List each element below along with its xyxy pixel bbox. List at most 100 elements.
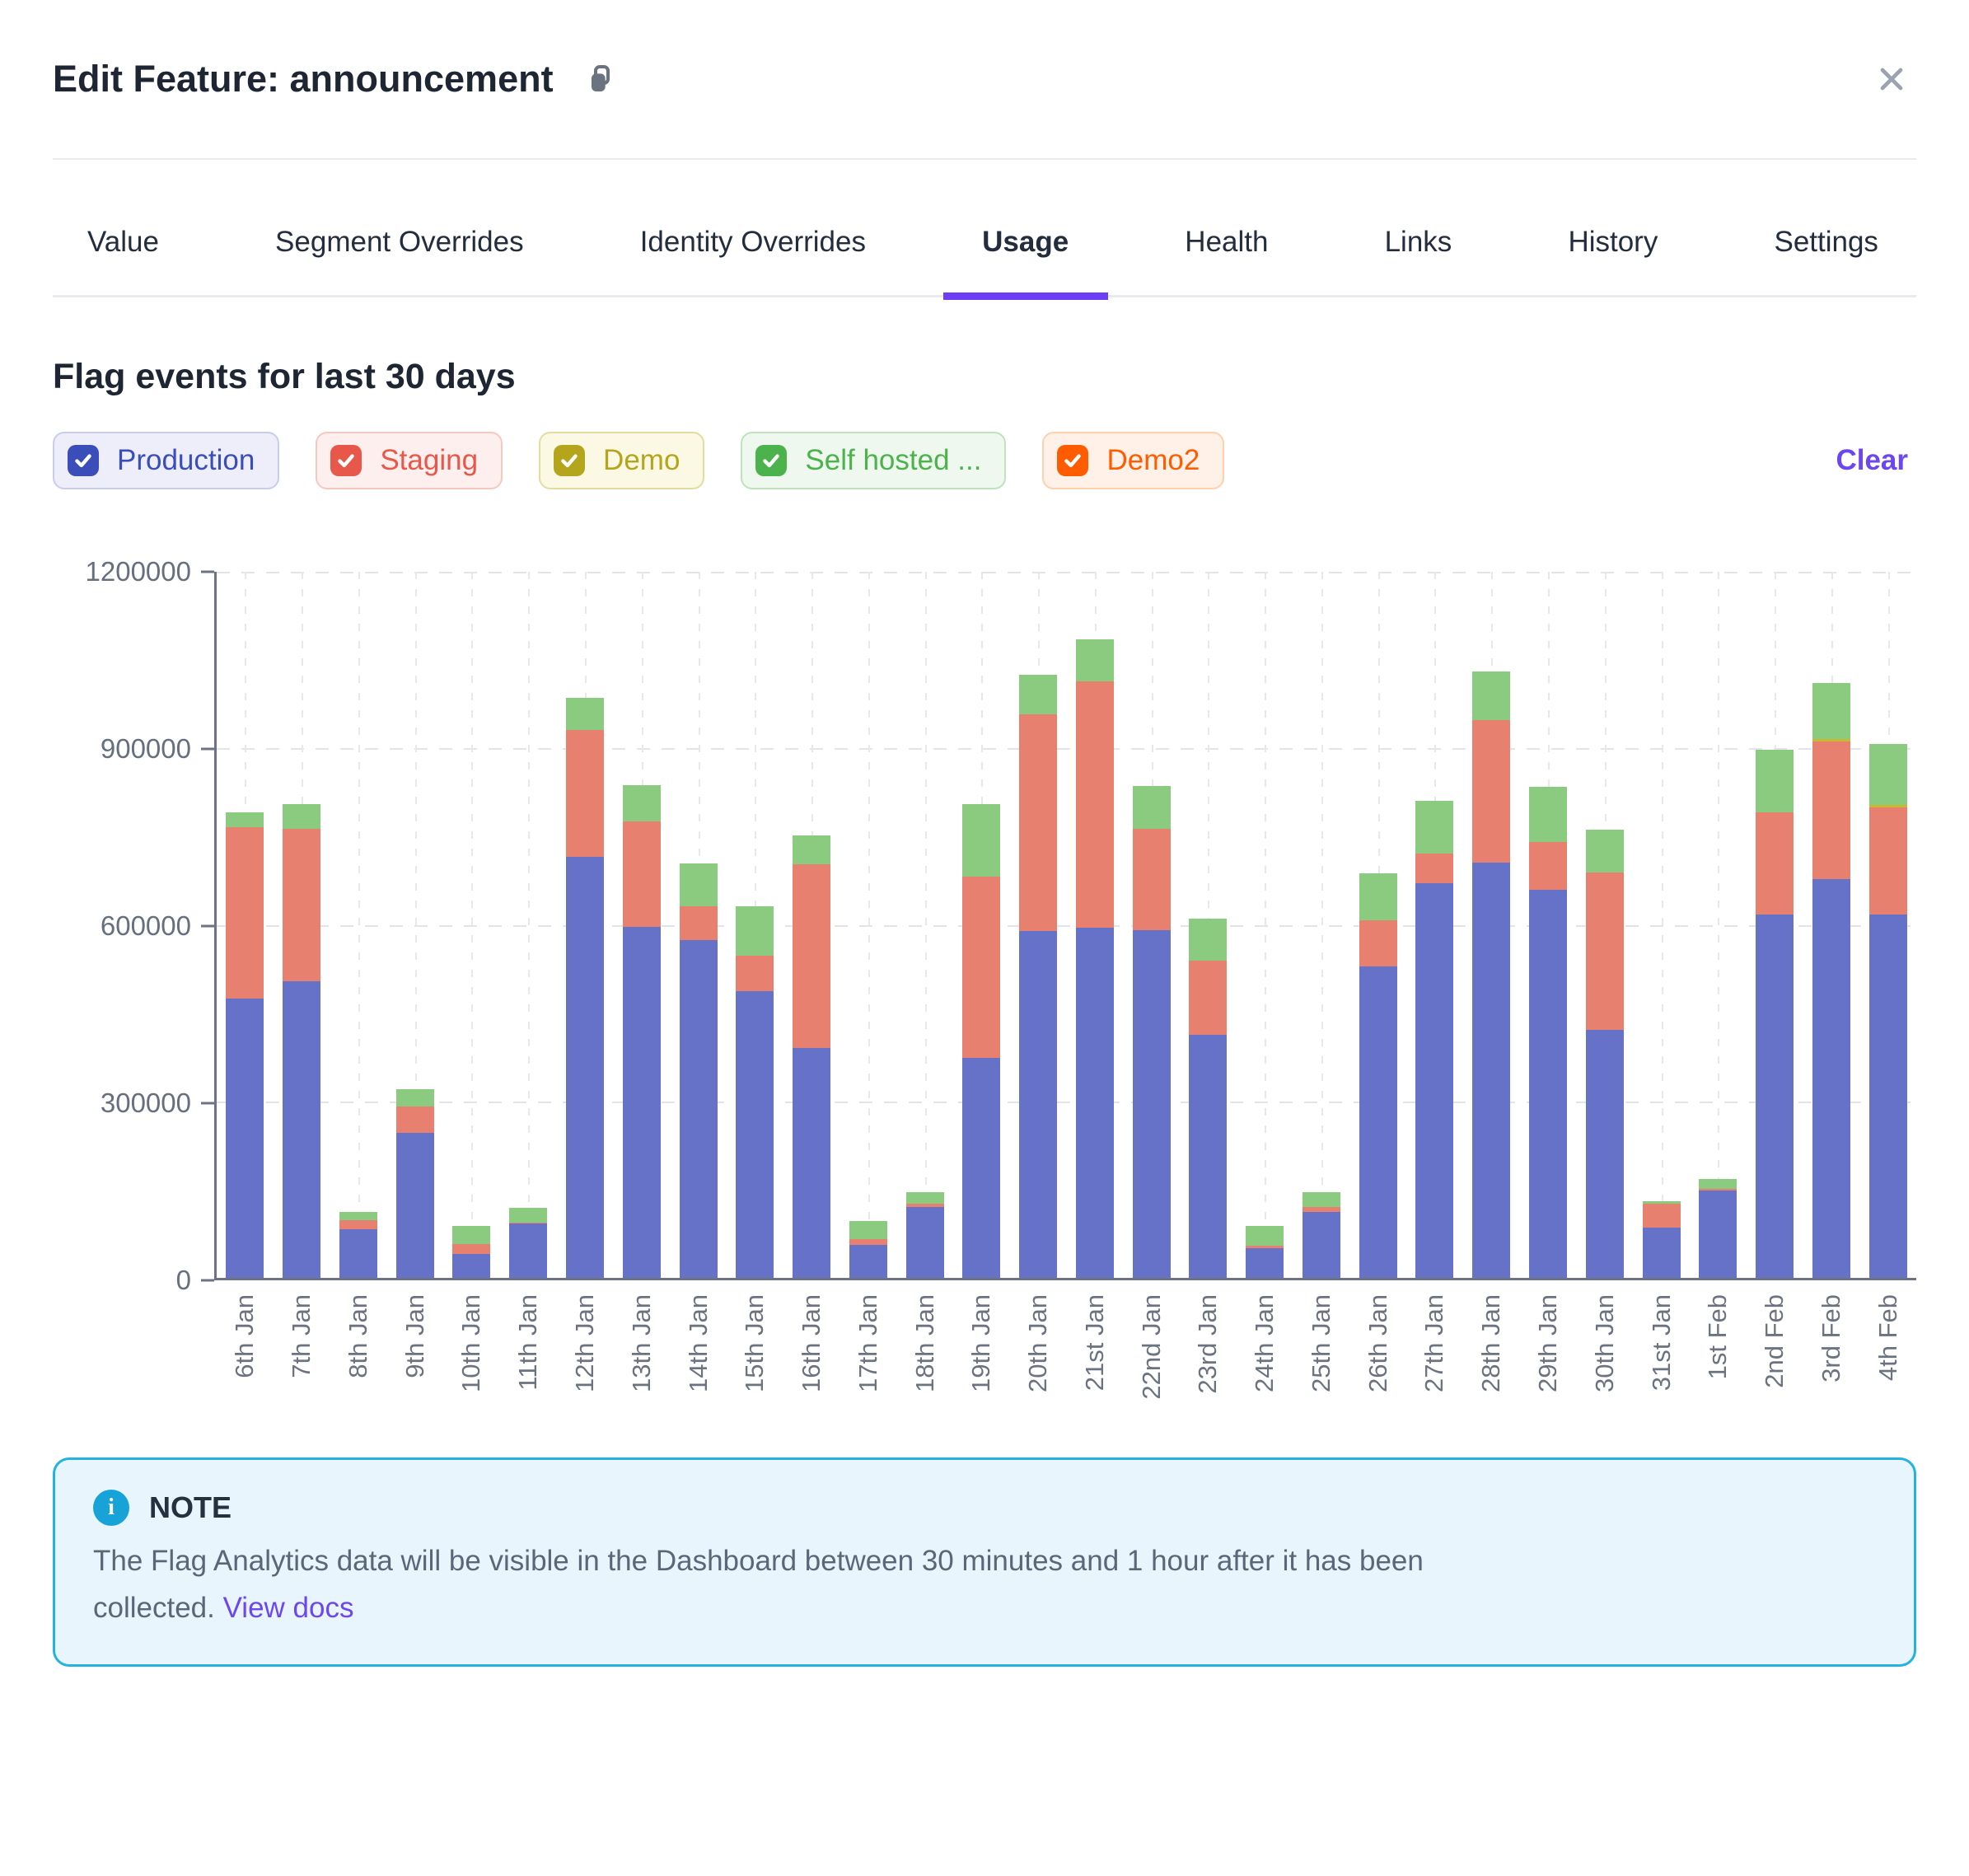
tab-links[interactable]: Links (1385, 226, 1452, 295)
checkbox-checked-icon[interactable] (554, 445, 586, 476)
bar-segment-production (226, 999, 264, 1278)
stacked-bar-10th-jan (452, 1225, 491, 1278)
stacked-bar-8th-jan (339, 1212, 377, 1278)
bar-segment-production (1302, 1211, 1340, 1278)
bar-segment-production (622, 926, 661, 1278)
bar-segment-staging (1528, 842, 1567, 891)
stacked-bar-7th-jan (283, 804, 321, 1278)
bar-segment-self-hosted (1359, 873, 1397, 921)
x-tick-label: 20th Jan (1023, 1294, 1053, 1392)
bar-segment-production (1472, 863, 1511, 1278)
checkbox-checked-icon[interactable] (1057, 445, 1089, 476)
bar-segment-production (452, 1254, 491, 1278)
bar-slot: 20th Jan (1010, 572, 1067, 1392)
bar-segment-production (1528, 890, 1567, 1278)
bar-segment-self-hosted (905, 1192, 944, 1205)
x-tick-label: 13th Jan (626, 1294, 656, 1392)
x-tick-label: 19th Jan (966, 1294, 996, 1392)
x-tick-label: 23rd Jan (1193, 1294, 1223, 1394)
tab-value[interactable]: Value (87, 226, 159, 295)
x-tick-label: 25th Jan (1306, 1294, 1335, 1392)
bar-segment-production (1246, 1248, 1284, 1278)
bar-segment-staging (395, 1106, 434, 1134)
tab-health[interactable]: Health (1185, 226, 1268, 295)
x-tick-label: 26th Jan (1363, 1294, 1392, 1392)
bar-segment-production (1415, 882, 1454, 1278)
bar-segment-production (736, 990, 774, 1278)
chart-title: Flag events for last 30 days (53, 357, 516, 396)
vertical-gridline (1321, 572, 1323, 1278)
bar-segment-self-hosted (1868, 744, 1907, 805)
bar-slot: 3rd Feb (1803, 572, 1859, 1382)
x-tick-label: 15th Jan (740, 1294, 769, 1392)
stacked-bar-30th-jan (1585, 830, 1624, 1278)
bar-segment-staging (339, 1219, 377, 1230)
bar-segment-staging (1189, 961, 1228, 1036)
stacked-bar-2nd-feb (1756, 749, 1794, 1278)
horizontal-gridline (217, 924, 1916, 927)
copy-icon[interactable] (583, 63, 616, 96)
stacked-bar-23rd-jan (1189, 919, 1228, 1278)
y-tick-label: 1200000 (85, 556, 191, 587)
tab-identity-overrides[interactable]: Identity Overrides (640, 226, 866, 295)
x-tick-label: 12th Jan (569, 1294, 599, 1392)
bar-slots: 6th Jan 7th Jan 8th Jan 9th Jan 10th Jan 11th… (217, 572, 1916, 1400)
stacked-bar-15th-jan (736, 905, 774, 1278)
bar-segment-production (1189, 1035, 1228, 1278)
bar-segment-staging (1472, 720, 1511, 863)
filter-chip-production[interactable]: Production (53, 432, 280, 489)
bar-slot: 16th Jan (783, 572, 840, 1392)
filter-chip-staging[interactable]: Staging (316, 432, 503, 489)
bar-segment-self-hosted (452, 1225, 491, 1245)
checkbox-checked-icon[interactable] (755, 445, 788, 476)
stacked-bar-19th-jan (962, 804, 1001, 1278)
tab-settings[interactable]: Settings (1774, 226, 1878, 295)
bar-slot: 8th Jan (330, 572, 387, 1378)
view-docs-link[interactable]: View docs (222, 1592, 354, 1624)
note-header: i NOTE (93, 1490, 1876, 1526)
bar-segment-demo (1868, 804, 1907, 807)
checkbox-checked-icon[interactable] (68, 445, 99, 476)
x-tick-label: 14th Jan (683, 1294, 713, 1392)
stacked-bar-24th-jan (1246, 1225, 1284, 1278)
filter-chip-label: Production (117, 444, 255, 476)
bar-segment-self-hosted (395, 1088, 434, 1107)
bar-slot: 7th Jan (274, 572, 330, 1378)
filter-chip-demo2[interactable]: Demo2 (1042, 432, 1225, 489)
clear-filters-button[interactable]: Clear (1836, 444, 1908, 476)
bar-slot: 30th Jan (1576, 572, 1633, 1392)
bar-slot: 1st Feb (1690, 572, 1747, 1379)
bar-segment-self-hosted (679, 863, 718, 906)
bar-segment-self-hosted (1699, 1179, 1737, 1189)
close-icon[interactable] (1867, 54, 1916, 104)
filter-chip-self-hosted[interactable]: Self hosted ... (741, 432, 1007, 489)
bar-segment-production (339, 1229, 377, 1278)
bar-segment-self-hosted (1642, 1200, 1681, 1205)
bar-slot: 14th Jan (670, 572, 727, 1392)
stacked-bar-18th-jan (905, 1192, 944, 1278)
stacked-bar-20th-jan (1019, 675, 1058, 1278)
bar-segment-staging (849, 1238, 887, 1245)
vertical-gridline (1661, 572, 1663, 1278)
vertical-gridline (1265, 572, 1267, 1278)
tab-usage[interactable]: Usage (982, 226, 1069, 295)
tab-segment-overrides[interactable]: Segment Overrides (275, 226, 524, 295)
filter-chip-label: Demo2 (1106, 444, 1200, 476)
bar-segment-production (565, 857, 604, 1278)
bar-segment-self-hosted (339, 1212, 377, 1220)
checkbox-checked-icon[interactable] (330, 445, 362, 476)
filter-chip-demo[interactable]: Demo (539, 432, 705, 489)
x-tick-label: 10th Jan (456, 1294, 486, 1392)
tab-history[interactable]: History (1568, 226, 1658, 295)
bar-slot: 18th Jan (896, 572, 953, 1392)
x-tick-label: 1st Feb (1703, 1294, 1733, 1380)
vertical-gridline (924, 572, 927, 1278)
x-tick-label: 6th Jan (230, 1294, 260, 1378)
stacked-bar-28th-jan (1472, 671, 1511, 1278)
bar-slot: 13th Jan (613, 572, 670, 1392)
y-axis: 0 300000 600000 900000 1200000 (53, 556, 214, 1295)
bar-segment-self-hosted (1132, 786, 1171, 830)
bar-slot: 11th Jan (500, 572, 557, 1391)
x-tick-label: 7th Jan (287, 1294, 316, 1378)
y-tick-label: 900000 (100, 733, 191, 764)
